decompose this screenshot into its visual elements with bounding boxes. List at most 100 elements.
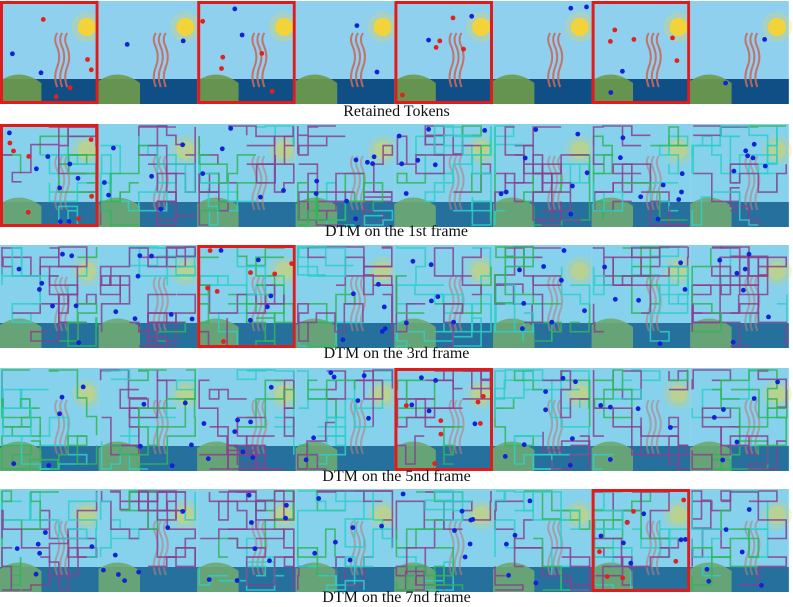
steam-line [256, 520, 263, 576]
merge-region-outline [396, 172, 427, 184]
token-dot [138, 443, 143, 449]
steam-line [749, 520, 756, 576]
row-dtm-5nd-frame [0, 368, 793, 471]
token-dot [10, 51, 15, 57]
token-dot [437, 38, 443, 44]
merge-region-outline [198, 154, 256, 203]
steam-line [256, 32, 263, 88]
merge-region-outline [494, 398, 534, 447]
token-dot [512, 532, 518, 538]
token-dot [676, 197, 682, 202]
token-dot [258, 194, 263, 200]
token-dot [620, 68, 625, 74]
token-dot [135, 273, 141, 279]
frame [493, 245, 595, 348]
token-dot [249, 520, 254, 525]
merge-region-outline [99, 500, 111, 520]
token-dot [673, 558, 679, 564]
land [493, 197, 535, 227]
sun-icon [767, 18, 786, 36]
merge-region-outline [592, 154, 614, 220]
token-dot [635, 406, 641, 412]
token-dot [503, 189, 509, 195]
frame [394, 245, 497, 348]
steam-line [744, 276, 751, 332]
sun-icon [274, 18, 293, 36]
token-dot [46, 463, 52, 468]
merge-region-outline [237, 388, 295, 428]
frame [295, 368, 398, 471]
highlight-box [591, 489, 691, 592]
token-dot [220, 54, 226, 60]
frame-strip [0, 1, 792, 104]
steam-line [754, 276, 761, 332]
merge-region-outline [228, 500, 267, 530]
merge-region-outline [711, 246, 769, 276]
token-dot [353, 157, 359, 163]
token-dot [621, 540, 626, 546]
merge-region-outline [198, 379, 228, 456]
steam-line [458, 520, 465, 576]
token-dot [452, 528, 457, 533]
merge-region-outline [533, 537, 571, 591]
merge-region-outline [496, 126, 525, 184]
frame [98, 1, 201, 104]
merge-overlay [690, 489, 789, 592]
steam-line [749, 155, 756, 211]
token-dot [376, 281, 381, 287]
steam-line [256, 399, 263, 455]
token-dot [101, 567, 106, 573]
token-dot [668, 425, 673, 430]
frame [98, 124, 201, 227]
sun-glow [564, 379, 595, 409]
merge-region-outline [560, 266, 591, 305]
merge-region-outline [30, 265, 69, 342]
token-dot [365, 159, 370, 165]
token-dot [506, 572, 511, 578]
steam-line [354, 276, 361, 332]
token-dot [766, 314, 771, 320]
row-retained-tokens [0, 1, 793, 104]
token-dot [762, 163, 768, 169]
sun-glow [170, 379, 201, 409]
token-dot [400, 491, 406, 497]
frame-strip [0, 489, 792, 592]
token-dot [723, 527, 729, 532]
token-dot [57, 219, 63, 224]
token-dot [122, 578, 127, 583]
token-dot [608, 90, 614, 95]
caption-dtm-3rd-frame: DTM on the 3rd frame [323, 345, 470, 362]
land [295, 74, 338, 104]
token-dot [268, 384, 274, 390]
sun-icon [77, 18, 96, 36]
sun-glow [170, 135, 201, 165]
token-dot [246, 492, 252, 498]
sun-glow [466, 500, 497, 530]
merge-region-outline [461, 248, 482, 296]
token-dot [461, 46, 466, 52]
frame [394, 489, 497, 592]
token-dot [435, 294, 441, 300]
caption-dtm-5nd-frame: DTM on the 5nd frame [322, 468, 471, 485]
token-dot [250, 455, 256, 460]
token-dot [370, 161, 375, 167]
merge-region-outline [443, 426, 463, 465]
merge-region-outline [415, 398, 463, 419]
steam-line [251, 520, 258, 576]
merge-region-outline [720, 490, 732, 503]
merge-region-outline [621, 275, 652, 314]
merge-region-outline [693, 537, 760, 558]
token-dot [608, 404, 613, 410]
token-dot [6, 130, 12, 136]
token-dot [762, 37, 767, 42]
merge-region-outline [297, 182, 318, 221]
token-dot [717, 257, 723, 263]
merge-region-outline [138, 398, 196, 469]
token-dot [682, 287, 688, 292]
frame [394, 1, 497, 104]
token-dot [158, 206, 164, 212]
highlight-box [197, 1, 296, 104]
token-dot [410, 258, 416, 264]
frame [0, 1, 102, 104]
